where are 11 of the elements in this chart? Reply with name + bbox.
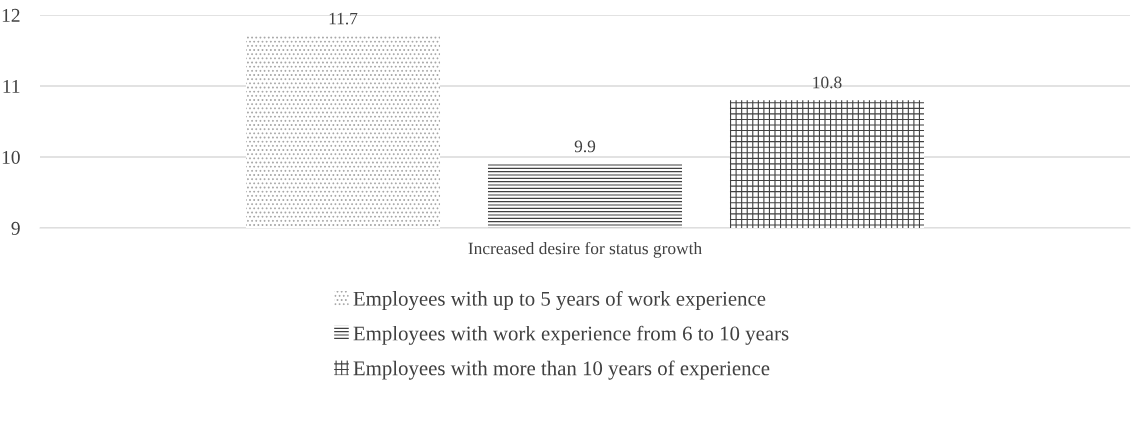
y-tick-label: 9 — [11, 221, 20, 235]
legend-label: Employees with more than 10 years of experience — [353, 360, 770, 380]
legend-label: Employees with up to 5 years of work experience — [353, 290, 766, 311]
y-tick-label: 10 — [2, 150, 20, 164]
legend-label: Employees with work experience from 6 to 10 years — [353, 325, 789, 345]
data-label: 9.9 — [574, 140, 596, 153]
data-label: 11.7 — [329, 12, 358, 25]
y-tick-label: 12 — [2, 8, 20, 22]
x-tick-label: Increased desire for status growth — [468, 241, 702, 258]
data-label: 10.8 — [813, 76, 842, 89]
y-tick-label: 11 — [3, 79, 20, 93]
